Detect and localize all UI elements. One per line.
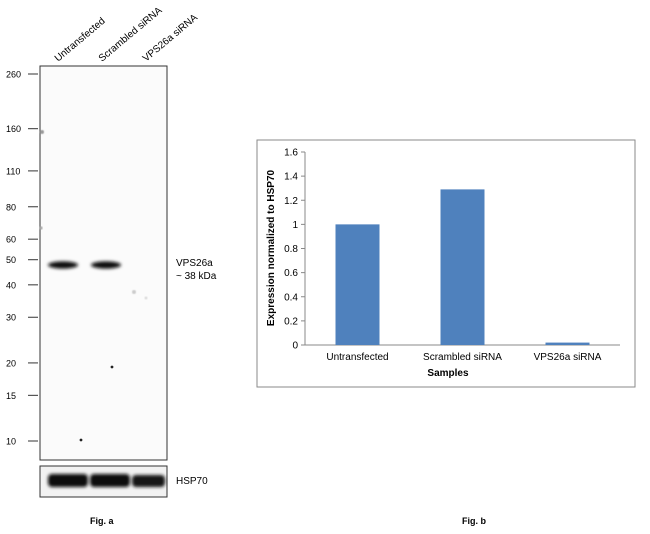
mw-marker-label: 15 bbox=[6, 391, 16, 401]
mw-marker-label: 80 bbox=[6, 202, 16, 212]
y-axis-title: Expression normalized to HSP70 bbox=[266, 169, 277, 326]
mw-marker-label: 160 bbox=[6, 124, 21, 134]
mw-markers: 260 160 110 80 60 50 40 30 20 15 10 bbox=[6, 70, 38, 447]
lane-labels: Untransfected Scrambled siRNA VPS26a siR… bbox=[53, 5, 200, 64]
y-tick-label: 0.2 bbox=[284, 316, 298, 327]
mw-marker-label: 50 bbox=[6, 255, 16, 265]
target-band-label: VPS26a bbox=[176, 258, 213, 269]
bar-2 bbox=[440, 189, 485, 345]
target-bands bbox=[48, 261, 121, 269]
x-tick-label: Untransfected bbox=[326, 352, 388, 363]
mw-marker-label: 60 bbox=[6, 235, 16, 245]
y-tick-label: 0.6 bbox=[284, 268, 298, 279]
bar-3 bbox=[545, 342, 590, 345]
bar-1 bbox=[335, 224, 380, 345]
mw-marker-label: 110 bbox=[6, 166, 20, 176]
target-band-lane-1 bbox=[48, 261, 78, 269]
mw-marker-label: 30 bbox=[6, 313, 16, 323]
y-ticks: 0 0.2 0.4 0.6 0.8 1 1.2 1.4 1.6 bbox=[284, 148, 305, 352]
y-tick-label: 1 bbox=[292, 220, 298, 231]
bar-chart-figure: 0 0.2 0.4 0.6 0.8 1 1.2 1.4 1.6 Untransfected Scr… bbox=[256, 139, 636, 526]
ladder-smudge bbox=[40, 130, 44, 134]
control-band-lane-2 bbox=[90, 474, 130, 487]
x-tick-label: Scrambled siRNA bbox=[423, 352, 502, 363]
bars bbox=[335, 189, 590, 345]
y-tick-label: 1.6 bbox=[284, 148, 298, 159]
blot-speck bbox=[110, 365, 114, 369]
western-blot-figure: Untransfected Scrambled siRNA VPS26a siR… bbox=[6, 5, 217, 526]
y-tick-label: 0.8 bbox=[284, 244, 298, 255]
blot-speck bbox=[79, 438, 83, 442]
fig-a-caption: Fig. a bbox=[90, 516, 114, 526]
y-tick-label: 1.4 bbox=[284, 172, 298, 183]
control-bands bbox=[48, 474, 165, 487]
blot-speck bbox=[144, 296, 148, 300]
mw-marker-label: 260 bbox=[6, 70, 21, 80]
fig-b-caption: Fig. b bbox=[462, 516, 486, 526]
mw-marker-label: 10 bbox=[6, 437, 16, 447]
control-band-lane-1 bbox=[48, 474, 88, 487]
y-tick-label: 0 bbox=[292, 341, 298, 352]
control-label: HSP70 bbox=[176, 476, 208, 487]
mw-marker-label: 20 bbox=[6, 358, 16, 368]
blot-speck bbox=[132, 290, 136, 294]
x-ticks: Untransfected Scrambled siRNA VPS26a siRNA bbox=[326, 352, 601, 363]
control-band-lane-3 bbox=[132, 475, 165, 487]
mw-marker-label: 40 bbox=[6, 280, 16, 290]
target-band-size: ~ 38 kDa bbox=[176, 271, 217, 282]
y-tick-label: 1.2 bbox=[284, 196, 298, 207]
x-axis-title: Samples bbox=[427, 368, 469, 379]
target-band-lane-2 bbox=[91, 261, 121, 269]
ladder-smudge bbox=[39, 226, 43, 230]
x-tick-label: VPS26a siRNA bbox=[534, 352, 602, 363]
y-tick-label: 0.4 bbox=[284, 292, 298, 303]
